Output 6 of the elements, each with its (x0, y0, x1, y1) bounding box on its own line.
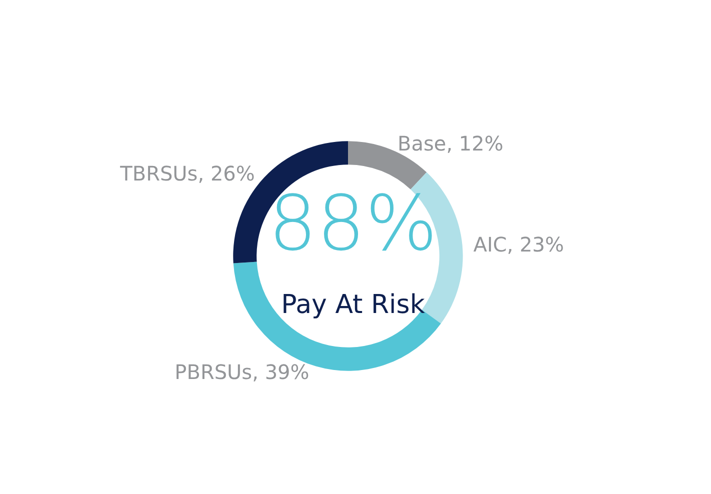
slice-label: TBRSUs, 26% (119, 161, 255, 186)
slice-label: AIC, 23% (473, 232, 564, 257)
text: 88% (268, 178, 438, 268)
slice-label: Base, 12% (397, 132, 504, 156)
slice-label: PBRSUs, 39% (174, 360, 310, 384)
text: Pay At Risk (281, 290, 425, 320)
